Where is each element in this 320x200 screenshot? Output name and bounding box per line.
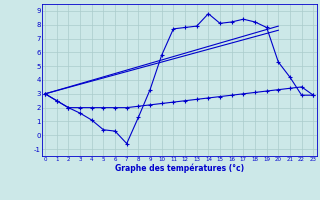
X-axis label: Graphe des températures (°c): Graphe des températures (°c) <box>115 163 244 173</box>
